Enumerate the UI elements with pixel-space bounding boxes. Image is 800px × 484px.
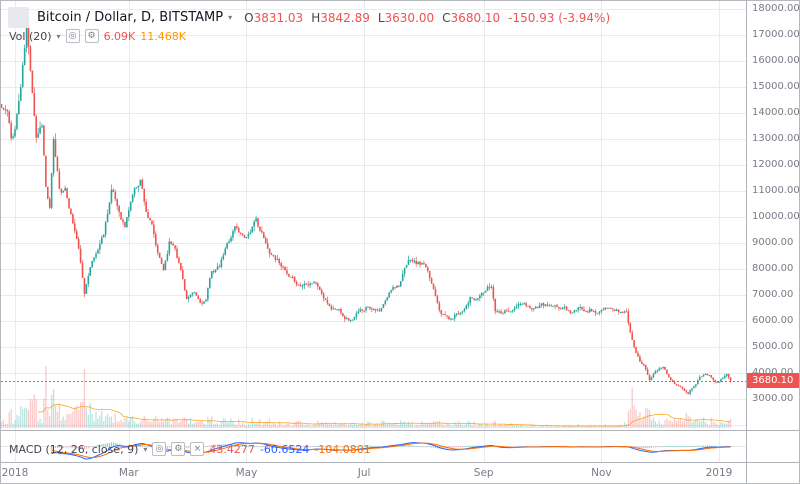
ohlc-open: O3831.03 <box>244 11 303 25</box>
time-tick: Mar <box>118 467 139 479</box>
price-tick: 11000.00 <box>752 185 800 196</box>
close-label: C <box>442 10 451 25</box>
price-tick: 6000.00 <box>752 315 794 326</box>
price-tick: 14000.00 <box>752 107 800 118</box>
time-tick: Nov <box>591 467 612 479</box>
volume-label[interactable]: Vol (20) <box>9 29 52 43</box>
ohlc-low: L3630.00 <box>378 11 434 25</box>
time-axis[interactable]: 2018 Mar May Jul Sep Nov 2019 <box>1 463 747 483</box>
settings-icon[interactable]: ⚙ <box>171 442 186 456</box>
eye-icon[interactable]: ◎ <box>152 442 167 456</box>
time-tick: May <box>235 467 258 479</box>
ohlc-close: C3680.10 <box>442 11 500 25</box>
close-icon[interactable]: × <box>190 442 205 456</box>
price-tick: 15000.00 <box>752 81 800 92</box>
close-value: 3680.10 <box>450 10 501 25</box>
price-tick: 9000.00 <box>752 237 794 248</box>
chevron-down-icon[interactable]: ▾ <box>56 31 61 41</box>
change-value: -150.93 (-3.94%) <box>508 10 611 25</box>
macd-legend: MACD (12, 26, close, 9) ▾ ◎ ⚙ × 43.4277 … <box>9 442 371 456</box>
price-tick: 4000.00 <box>752 367 793 378</box>
symbol-legend: Bitcoin / Dollar, D, BITSTAMP ▾ O3831.03… <box>8 7 610 28</box>
volume-legend: Vol (20) ▾ ◎ ⚙ 6.09K 11.468K <box>9 29 186 43</box>
ohlc-high: H3842.89 <box>311 11 370 25</box>
price-tick: 5000.00 <box>752 341 794 352</box>
price-tick: 10000.00 <box>752 211 800 222</box>
price-tick: 13000.00 <box>752 133 800 144</box>
price-tick: 16000.00 <box>752 55 800 66</box>
price-axis[interactable]: 18000.00 17000.00 16000.00 15000.00 14000.00… <box>747 1 800 463</box>
volume-current-value: 6.09K <box>103 29 136 43</box>
time-tick: 2018 <box>1 467 29 479</box>
symbol-title[interactable]: Bitcoin / Dollar, D, BITSTAMP <box>37 10 224 25</box>
chevron-down-icon[interactable]: ▾ <box>228 13 233 22</box>
macd-label[interactable]: MACD (12, 26, close, 9) <box>9 442 139 456</box>
open-label: O <box>244 10 254 25</box>
high-label: H <box>311 10 321 25</box>
price-tick: 3000.00 <box>752 393 794 404</box>
high-value: 3842.89 <box>320 10 370 25</box>
low-label: L <box>377 10 385 25</box>
price-tick: 17000.00 <box>752 29 800 40</box>
ohlc-values: O3831.03 H3842.89 L3630.00 C3680.10 -150… <box>244 11 610 25</box>
price-tick: 8000.00 <box>752 263 794 274</box>
low-value: 3630.00 <box>384 10 435 25</box>
last-price-label: 3680.10 <box>747 373 799 388</box>
price-tick: 18000.00 <box>752 3 800 14</box>
time-tick: Jul <box>357 467 371 479</box>
toolbar-button[interactable] <box>8 7 29 28</box>
macd-signal-value: -104.0801 <box>314 442 371 456</box>
price-tick: 12000.00 <box>752 159 800 170</box>
time-tick: 2019 <box>705 467 733 479</box>
eye-icon[interactable]: ◎ <box>65 29 80 43</box>
time-tick: Sep <box>473 467 494 479</box>
open-value: 3831.03 <box>253 10 304 25</box>
volume-ma-value: 11.468K <box>140 29 186 43</box>
macd-line-value: -60.6524 <box>259 442 310 456</box>
price-tick: 7000.00 <box>752 289 794 300</box>
chevron-down-icon[interactable]: ▾ <box>143 444 148 454</box>
settings-icon[interactable]: ⚙ <box>84 29 99 43</box>
macd-hist-value: 43.4277 <box>209 442 255 456</box>
